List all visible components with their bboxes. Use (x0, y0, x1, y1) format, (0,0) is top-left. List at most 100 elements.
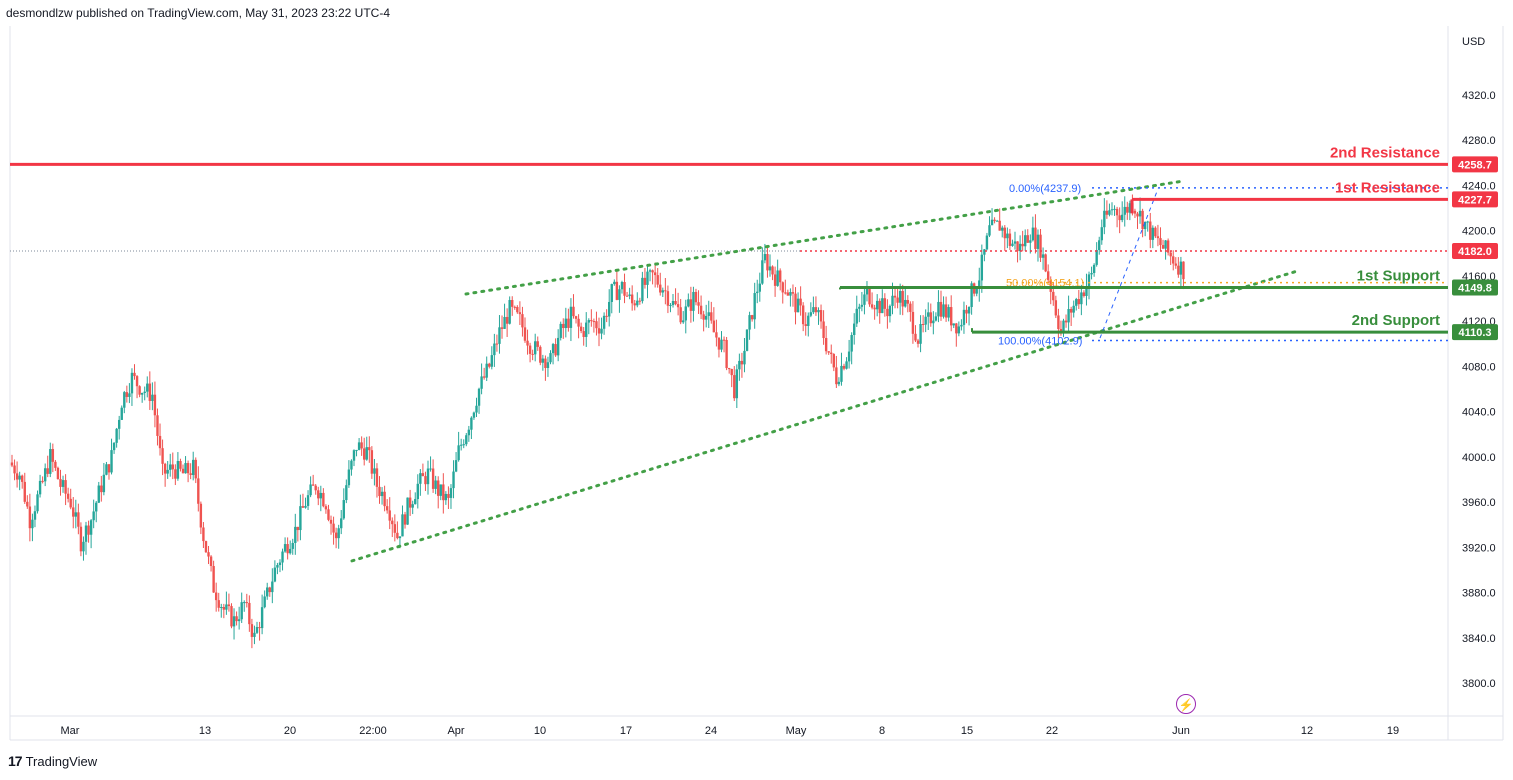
candle-body (733, 375, 736, 399)
candle-body (521, 314, 524, 328)
x-tick-label: Apr (447, 725, 464, 737)
time-axis: Mar 13 20 22:00 Apr 10 17 24 May 8 15 22 Jun 12 19 (61, 725, 1400, 737)
upper-trendline (464, 179, 1186, 296)
candle-body (416, 483, 419, 500)
candle-body (207, 552, 210, 557)
candle-body (340, 518, 343, 529)
candle-body (516, 306, 519, 313)
candle-body (220, 607, 223, 609)
candle-body (855, 308, 858, 324)
candle-body (697, 302, 700, 306)
candle-body (398, 536, 402, 539)
candle-body (526, 340, 529, 346)
lightning-clock-icon[interactable]: ⚡ (1176, 694, 1196, 714)
candle-body (324, 506, 328, 510)
candle-body (327, 509, 330, 520)
current-price-label: 4182.0 (1458, 246, 1492, 258)
candle-body (1069, 309, 1073, 313)
level-price-tag (1452, 156, 1498, 173)
candle-body (786, 292, 790, 296)
chart-overlays: 0.00%(4237.9)50.00%(4154.1)100.00%(4102.… (10, 144, 1448, 563)
candle-body (1159, 238, 1162, 246)
candle-body (592, 321, 596, 323)
candle-body (306, 495, 310, 506)
candle-body (664, 290, 667, 292)
candle-body (1154, 227, 1157, 237)
candle-body (590, 320, 593, 322)
candle-body (505, 316, 509, 324)
candle-body (707, 312, 710, 316)
candle-body (100, 485, 103, 493)
candle-body (801, 305, 805, 325)
candle-body (641, 277, 644, 302)
candle-body (916, 340, 920, 344)
candle-body (602, 315, 606, 329)
candle-body (66, 493, 70, 499)
candle-body (1021, 243, 1024, 247)
candle-body (1128, 203, 1132, 213)
y-tick-label: 4200.0 (1462, 226, 1496, 238)
candle-body (357, 442, 361, 450)
candle-body (84, 525, 88, 542)
candle-body (248, 602, 251, 625)
candle-body (41, 480, 44, 482)
candle-body (373, 468, 376, 474)
candle-body (704, 315, 708, 320)
candle-body (835, 367, 838, 385)
candle-body (960, 324, 963, 327)
candle-body (656, 275, 659, 285)
candle-body (952, 323, 955, 326)
candle-body (28, 506, 32, 529)
candle-body (1146, 221, 1149, 223)
candle-body (138, 386, 141, 395)
x-tick-label: Mar (61, 725, 80, 737)
candle-body (1103, 210, 1106, 228)
candle-body (202, 527, 205, 542)
candle-body (1057, 315, 1060, 329)
candle-body (763, 254, 767, 261)
candle-body (253, 632, 256, 637)
candle-body (87, 525, 90, 535)
candle-body (283, 544, 287, 552)
candle-body (924, 316, 927, 325)
candle-body (653, 272, 657, 276)
candle-body (426, 468, 430, 485)
candle-body (475, 405, 478, 413)
candle-body (625, 295, 629, 297)
candle-body (388, 510, 391, 521)
y-tick-label: 3800.0 (1462, 678, 1496, 690)
y-tick-label: 3960.0 (1462, 497, 1496, 509)
candle-body (1115, 208, 1119, 216)
candle-body (240, 602, 243, 620)
current-price-tag (1452, 243, 1498, 260)
candle-body (804, 324, 807, 326)
level-price-label: 4227.7 (1458, 194, 1492, 206)
candle-body (194, 459, 197, 479)
candle-body (1092, 264, 1096, 274)
candle-body (230, 606, 233, 627)
candle-body (245, 602, 248, 604)
candle-body (809, 312, 813, 316)
candle-body (638, 300, 642, 302)
candle-body (727, 368, 731, 370)
tradingview-brand[interactable]: 17 TradingView (8, 753, 97, 769)
candle-body (171, 464, 174, 470)
candle-body (232, 616, 236, 627)
candle-body (750, 315, 754, 320)
candle-body (1001, 227, 1004, 231)
candle-body (873, 307, 876, 310)
candle-body (470, 417, 473, 430)
candle-body (342, 500, 345, 519)
candle-body (740, 360, 744, 365)
candle-body (158, 435, 162, 449)
level-name-label: 2nd Resistance (1330, 144, 1440, 161)
candle-body (431, 468, 435, 489)
candle-body (883, 298, 887, 309)
price-axis: 3800.0 3840.0 3880.0 3920.0 3960.0 4000.0 4040… (1452, 90, 1498, 690)
candle-body (898, 291, 902, 303)
level-price-tag (1452, 191, 1498, 208)
fib-label: 100.00%(4102.9) (998, 335, 1082, 347)
y-tick-label: 3880.0 (1462, 588, 1496, 600)
candle-body (684, 306, 687, 321)
